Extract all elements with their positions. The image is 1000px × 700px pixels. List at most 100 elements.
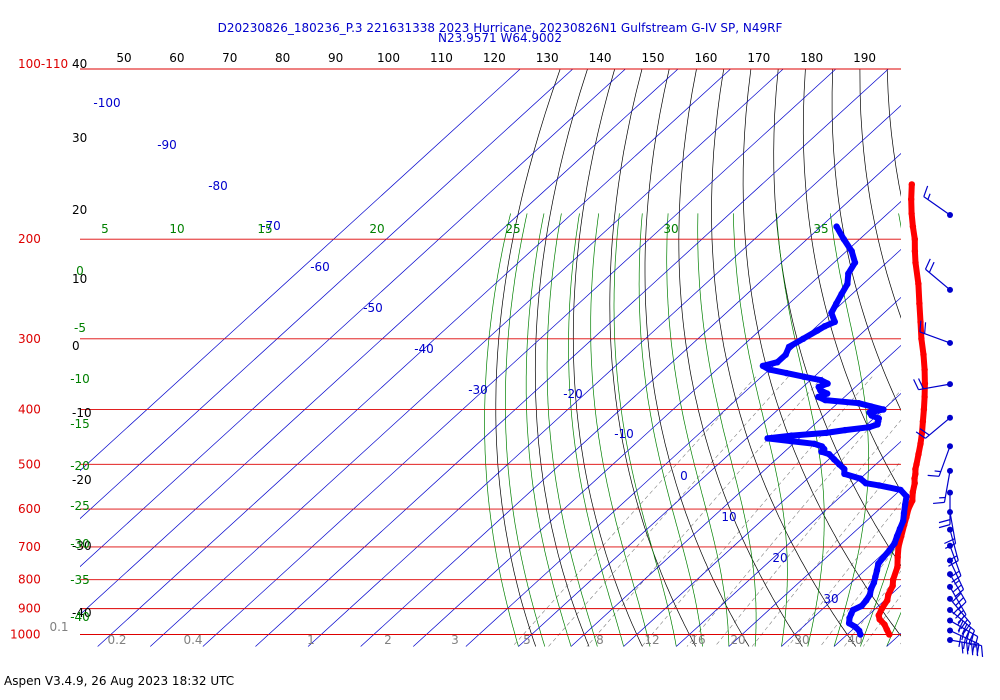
moist-adiabat-line <box>697 213 757 647</box>
temperature-point <box>908 210 915 217</box>
moist-adiabat-line <box>666 213 730 647</box>
isotherm-line <box>833 584 901 647</box>
altitude-label: -10 <box>72 406 92 420</box>
temperature-point <box>912 259 919 266</box>
wind-barb-staff <box>943 470 951 503</box>
wind-barb-staff <box>918 383 951 391</box>
dewpoint-point <box>852 623 859 631</box>
wind-barb-staff <box>949 639 982 647</box>
dewpoint-point <box>841 426 849 434</box>
dewpoint-point <box>828 309 835 317</box>
dry-adiabat-line <box>773 68 901 567</box>
pressure-label: 500 <box>18 457 41 471</box>
wind-barb-staff <box>949 529 959 561</box>
temperature-point <box>909 497 916 504</box>
dewpoint-point <box>873 567 881 574</box>
wind-barb-feather <box>924 258 931 270</box>
isotherm-line <box>80 68 626 568</box>
dewpoint-point <box>858 602 865 610</box>
top-temperature-label: 50 <box>116 51 131 65</box>
pressure-label: 200 <box>18 232 41 246</box>
wind-barb-feather <box>975 644 979 657</box>
temperature-point <box>915 280 922 288</box>
wind-barb-feather <box>915 431 926 439</box>
moist-adiabat-label: 35 <box>813 222 828 236</box>
wind-barb <box>915 414 953 439</box>
temperature-point <box>912 465 919 473</box>
moist-adiabat-line <box>546 213 598 647</box>
dewpoint-point <box>815 393 822 401</box>
temperature-point <box>913 461 920 468</box>
mixing-ratio-label: 20 <box>730 633 745 647</box>
isotherm-label: -30 <box>468 383 488 397</box>
moist-adiabat-line <box>568 213 625 647</box>
dewpoint-point <box>880 406 887 413</box>
moist-adiabat-line <box>613 213 677 647</box>
temperature-point <box>921 393 928 401</box>
wind-barb <box>927 443 953 477</box>
isotherm-line <box>623 392 901 647</box>
mixing-ratio-label: 30 <box>794 633 809 647</box>
altitude-label: -30 <box>72 539 92 553</box>
altitude-label: 10 <box>72 272 87 286</box>
dry-adiabat-line <box>644 68 750 647</box>
dry-adiabat-line <box>678 68 803 647</box>
top-temperature-label: 160 <box>694 51 717 65</box>
wind-barb-feather <box>927 474 940 477</box>
dewpoint-point <box>875 482 883 489</box>
wind-barb-feather <box>933 501 945 505</box>
altitude-label: -40 <box>72 606 92 620</box>
top-temperature-label: 70 <box>222 51 237 65</box>
dewpoint-point <box>799 335 807 342</box>
wind-barb-staff <box>938 446 951 477</box>
wind-barb <box>947 617 979 648</box>
moist-adiabat-label: -20 <box>70 459 90 473</box>
isotherm-label: -60 <box>310 260 330 274</box>
dewpoint-point <box>900 509 908 517</box>
isotherm-line <box>676 440 901 647</box>
dry-adiabat-line <box>802 68 901 492</box>
dewpoint-point <box>833 300 840 307</box>
moist-adiabat-label: -15 <box>70 417 90 431</box>
dewpoint-point <box>862 480 869 487</box>
mixing-ratio-label: 2 <box>384 633 392 647</box>
dewpoint-point <box>811 440 818 447</box>
temperature-point <box>908 196 915 203</box>
top-temperature-label: 180 <box>800 51 823 65</box>
moist-adiabat-label: 20 <box>369 222 384 236</box>
wind-barb-staff <box>949 573 967 603</box>
wind-barb-feather <box>963 622 972 634</box>
dry-adiabat-line <box>572 68 643 647</box>
altitude-label: 30 <box>72 131 87 145</box>
isotherm-line <box>781 536 901 647</box>
moist-adiabat-label: 30 <box>663 222 678 236</box>
wind-barb-feather <box>957 615 965 626</box>
dry-adiabat-line <box>886 68 901 198</box>
temperature-point <box>912 470 919 478</box>
temperature-point <box>885 591 892 598</box>
isotherm-label: -80 <box>208 179 228 193</box>
temperature-point <box>883 626 890 633</box>
mixing-ratio-label: 3 <box>451 633 459 647</box>
wind-barb-staff <box>949 545 962 576</box>
mixing-ratio-line <box>686 389 901 647</box>
wind-barb-feather <box>954 589 964 598</box>
wind-barb-staff <box>925 417 951 439</box>
isotherm-line <box>255 68 889 647</box>
mixing-ratio-label: 0.4 <box>183 633 202 647</box>
wind-barb-half-feather <box>934 470 941 473</box>
dewpoint-point <box>875 415 882 422</box>
dewpoint-point <box>875 560 882 567</box>
dewpoint-point <box>814 327 821 334</box>
wind-barb <box>913 378 953 391</box>
top-temperature-label: 170 <box>747 51 770 65</box>
pressure-label: 800 <box>18 573 41 587</box>
moist-adiabat-line <box>525 213 572 647</box>
isotherm-line <box>202 68 837 647</box>
isotherm-label: -100 <box>93 96 120 110</box>
dewpoint-point <box>782 351 789 358</box>
dry-adiabat-line <box>495 68 561 647</box>
wind-barb <box>923 185 953 218</box>
dewpoint-point <box>867 403 875 410</box>
dewpoint-point <box>866 424 873 431</box>
